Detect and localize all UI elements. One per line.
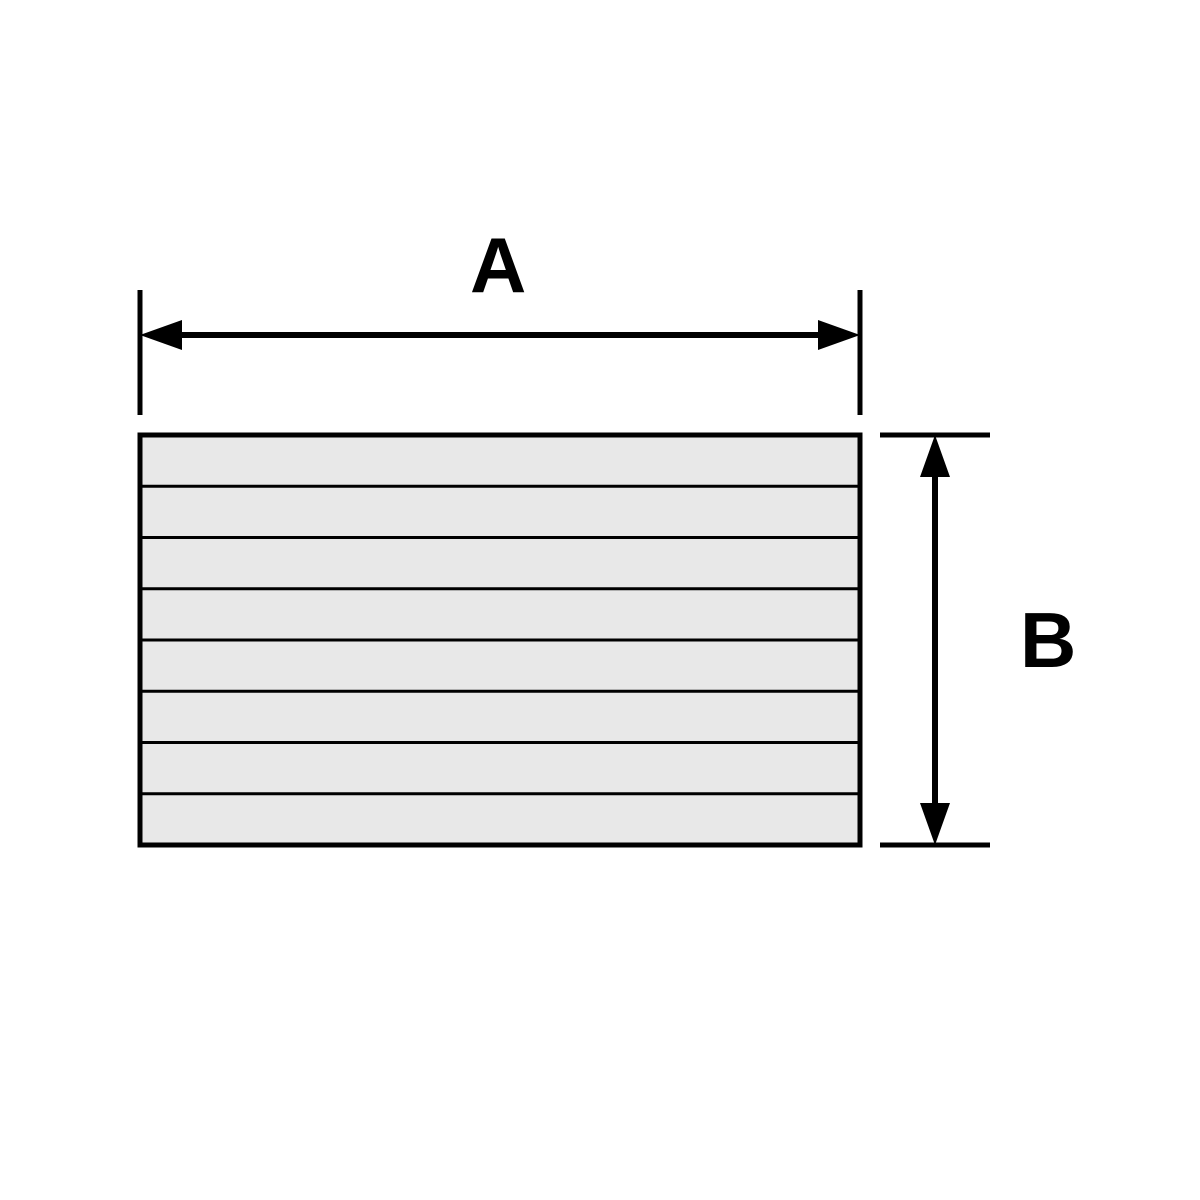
dimension-width-label: A [470, 220, 526, 311]
dim-b-arrow-down [920, 803, 950, 845]
dim-b-arrow-up [920, 435, 950, 477]
dimension-height-label: B [1020, 595, 1076, 686]
diagram-canvas: A B [0, 0, 1200, 1200]
dim-a-arrow-left [140, 320, 182, 350]
dim-a-arrow-right [818, 320, 860, 350]
